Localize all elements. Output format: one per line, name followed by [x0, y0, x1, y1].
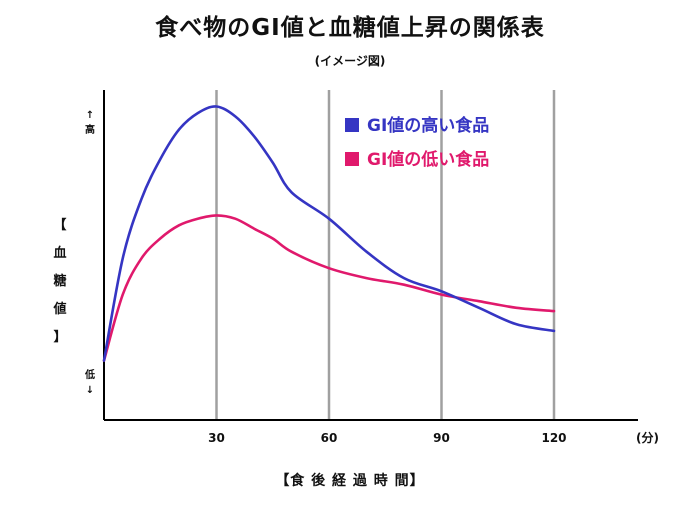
legend-label: GI値の低い食品 — [367, 149, 489, 170]
legend-swatch — [345, 118, 359, 132]
y-axis-label-char: 【 — [53, 218, 67, 233]
legend-swatch — [345, 152, 359, 166]
chart-title: 食べ物のGI値と血糖値上昇の関係表 — [155, 15, 545, 41]
y-high-label: ↑高 — [85, 110, 95, 136]
x-tick-label: 120 — [541, 431, 566, 445]
x-tick-label: 90 — [433, 431, 450, 445]
chart-subtitle: (イメージ図) — [314, 54, 386, 68]
x-axis-label: 【食 後 経 過 時 間】 — [275, 473, 425, 489]
y-axis-label: 【 血 糖 値 】 — [50, 212, 70, 352]
y-low-label: 低↓ — [84, 368, 95, 396]
legend-label: GI値の高い食品 — [367, 115, 489, 136]
x-unit-label: (分) — [636, 430, 659, 445]
y-axis-label-char: 】 — [53, 330, 67, 345]
series-line-low-gi — [102, 214, 556, 362]
x-tick-label: 60 — [321, 431, 338, 445]
y-axis-label-char: 糖 — [53, 274, 67, 289]
y-axis-label-char: 血 — [53, 246, 67, 261]
y-axis-label-char: 値 — [53, 302, 67, 317]
x-tick-label: 30 — [208, 431, 225, 445]
series-line-high-gi — [102, 105, 556, 362]
